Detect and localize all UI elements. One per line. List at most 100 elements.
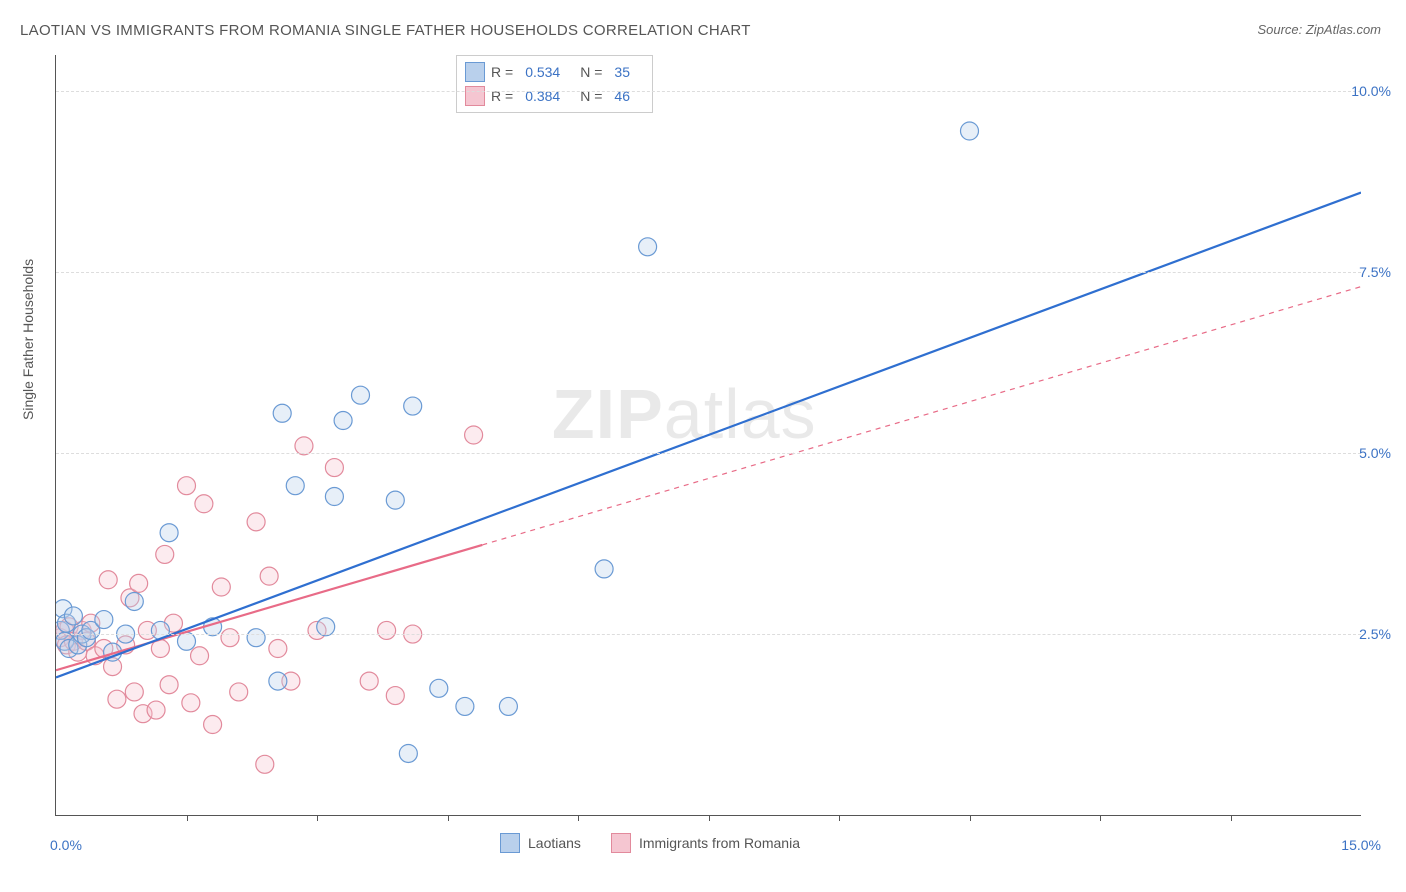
legend-series: Laotians Immigrants from Romania (500, 833, 822, 853)
legend-stats-row: R = 0.534 N = 35 (465, 60, 644, 84)
legend-swatch (500, 833, 520, 853)
data-point (82, 621, 100, 639)
data-point (247, 513, 265, 531)
source-attribution: Source: ZipAtlas.com (1257, 22, 1381, 37)
data-point (138, 621, 156, 639)
data-point (191, 647, 209, 665)
data-point (404, 397, 422, 415)
data-point (104, 643, 122, 661)
data-point (56, 629, 69, 647)
data-point (282, 672, 300, 690)
legend-swatch (465, 86, 485, 106)
data-point (56, 621, 69, 639)
data-point (178, 477, 196, 495)
data-point (221, 629, 239, 647)
data-point (125, 683, 143, 701)
data-point (230, 683, 248, 701)
watermark: ZIPatlas (552, 374, 817, 454)
x-tick (317, 815, 318, 821)
data-point (57, 636, 75, 654)
data-point (69, 636, 87, 654)
y-axis-label: Single Father Households (20, 259, 36, 420)
data-point (204, 716, 222, 734)
data-point (60, 640, 78, 658)
x-tick (839, 815, 840, 821)
legend-r-label: R = (491, 64, 513, 80)
data-point (164, 614, 182, 632)
x-tick (187, 815, 188, 821)
data-point (151, 640, 169, 658)
data-point (77, 629, 95, 647)
data-point (269, 640, 287, 658)
gridline-h (56, 272, 1361, 273)
data-point (360, 672, 378, 690)
trend-line (56, 545, 482, 670)
x-tick (448, 815, 449, 821)
x-axis-min-label: 0.0% (50, 837, 82, 853)
gridline-h (56, 634, 1361, 635)
data-point (195, 495, 213, 513)
data-point (212, 578, 230, 596)
data-point (160, 676, 178, 694)
plot-area: R = 0.534 N = 35 R =0.384N =46 ZIPatlas (55, 55, 1361, 816)
data-point (308, 621, 326, 639)
data-point (378, 621, 396, 639)
data-point (256, 755, 274, 773)
legend-swatch (611, 833, 631, 853)
data-point (273, 404, 291, 422)
x-tick (970, 815, 971, 821)
data-point (430, 679, 448, 697)
legend-r-value: 0.534 (525, 64, 560, 80)
data-point (73, 621, 91, 639)
data-point (386, 491, 404, 509)
data-point (69, 643, 87, 661)
data-point (95, 611, 113, 629)
data-point (465, 426, 483, 444)
data-point (247, 629, 265, 647)
x-tick (578, 815, 579, 821)
data-point (108, 690, 126, 708)
data-point (104, 658, 122, 676)
data-point (352, 386, 370, 404)
data-point (147, 701, 165, 719)
data-point (961, 122, 979, 140)
x-tick (1100, 815, 1101, 821)
gridline-h (56, 91, 1361, 92)
data-point (639, 238, 657, 256)
data-point (399, 744, 417, 762)
legend-n-value: 35 (614, 64, 630, 80)
y-tick-label: 7.5% (1359, 264, 1391, 280)
gridline-h (56, 453, 1361, 454)
data-point (130, 574, 148, 592)
y-tick-label: 2.5% (1359, 626, 1391, 642)
legend-series-label: Laotians (528, 835, 581, 851)
data-point (386, 687, 404, 705)
data-point (325, 459, 343, 477)
data-point (182, 694, 200, 712)
data-point (95, 640, 113, 658)
data-point (56, 600, 72, 618)
chart-svg (56, 55, 1361, 815)
x-tick (1231, 815, 1232, 821)
trend-line (56, 193, 1361, 678)
data-point (595, 560, 613, 578)
legend-stats-row: R =0.384N =46 (465, 84, 644, 108)
legend-swatch (465, 62, 485, 82)
trend-line-dashed (482, 287, 1361, 545)
data-point (56, 621, 74, 639)
chart-title: LAOTIAN VS IMMIGRANTS FROM ROMANIA SINGL… (20, 22, 751, 39)
data-point (269, 672, 287, 690)
data-point (82, 614, 100, 632)
legend-n-label: N = (580, 64, 602, 80)
data-point (499, 697, 517, 715)
data-point (121, 589, 139, 607)
legend-series-label: Immigrants from Romania (639, 835, 800, 851)
data-point (160, 524, 178, 542)
data-point (325, 488, 343, 506)
data-point (156, 545, 174, 563)
x-tick (709, 815, 710, 821)
data-point (125, 592, 143, 610)
data-point (334, 412, 352, 430)
data-point (117, 636, 135, 654)
data-point (64, 607, 82, 625)
